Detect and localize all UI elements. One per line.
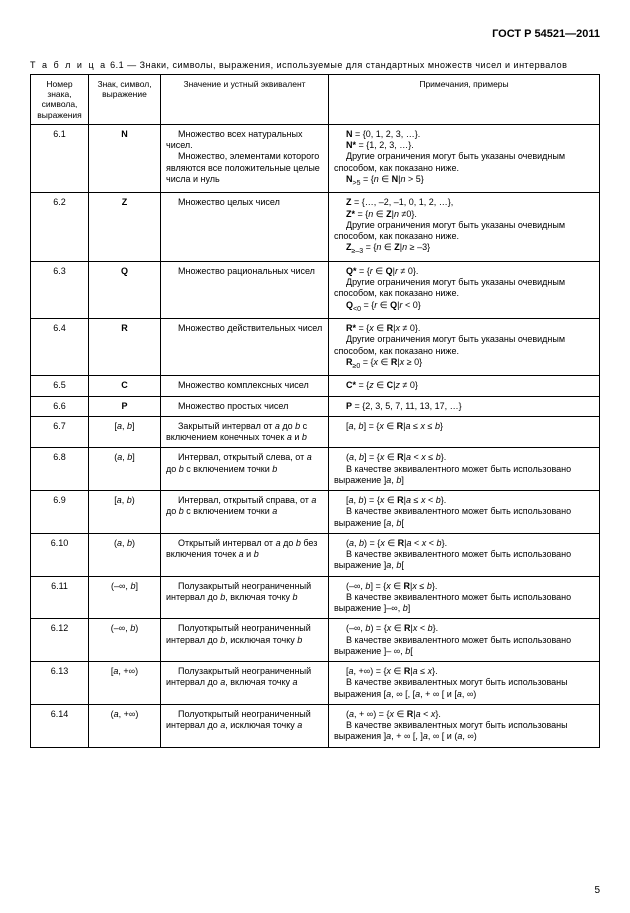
table-row: 6.6PМножество простых чиселP = {2, 3, 5,… <box>31 396 600 416</box>
col-header-num: Номер знака, символа, выражения <box>31 75 89 125</box>
table-row: 6.4RМножество действительных чиселR* = {… <box>31 319 600 376</box>
cell-num: 6.3 <box>31 261 89 318</box>
page-number: 5 <box>594 885 600 898</box>
cell-note: (a, + ∞) = {x ∈ R|a < x}.В качестве экви… <box>329 704 600 747</box>
cell-num: 6.5 <box>31 376 89 396</box>
cell-meaning: Множество комплексных чисел <box>161 376 329 396</box>
cell-num: 6.4 <box>31 319 89 376</box>
cell-meaning: Открытый интервал от a до b без включени… <box>161 533 329 576</box>
table-row: 6.7[a, b]Закрытый интервал от a до b с в… <box>31 416 600 448</box>
cell-meaning: Полуоткрытый неограниченный интервал до … <box>161 704 329 747</box>
cell-note: Q* = {r ∈ Q|r ≠ 0}.Другие ограничения мо… <box>329 261 600 318</box>
cell-note: R* = {x ∈ R|x ≠ 0}.Другие ограничения мо… <box>329 319 600 376</box>
table-row: 6.14(a, +∞)Полуоткрытый неограниченный и… <box>31 704 600 747</box>
cell-symbol: [a, b) <box>89 491 161 534</box>
cell-note: Z = {…, –2, –1, 0, 1, 2, …},Z* = {n ∈ Z|… <box>329 193 600 262</box>
cell-symbol: P <box>89 396 161 416</box>
cell-meaning: Полуоткрытый неограниченный интервал до … <box>161 619 329 662</box>
table-row: 6.13[a, +∞)Полузакрытый неограниченный и… <box>31 662 600 705</box>
table-row: 6.9[a, b)Интервал, открытый справа, от a… <box>31 491 600 534</box>
cell-num: 6.8 <box>31 448 89 491</box>
cell-meaning: Полузакрытый неограниченный интервал до … <box>161 576 329 619</box>
cell-note: N = {0, 1, 2, 3, …}.N* = {1, 2, 3, …}.Др… <box>329 124 600 193</box>
cell-meaning: Множество рациональных чисел <box>161 261 329 318</box>
cell-meaning: Интервал, открытый слева, от a до b с вк… <box>161 448 329 491</box>
document-page: ГОСТ Р 54521—2011 Т а б л и ц а 6.1 — Зн… <box>0 0 630 913</box>
caption-prefix: Т а б л и ц а <box>30 60 107 70</box>
table-row: 6.5CМножество комплексных чиселC* = {z ∈… <box>31 376 600 396</box>
cell-symbol: Q <box>89 261 161 318</box>
cell-num: 6.9 <box>31 491 89 534</box>
cell-note: (a, b] = {x ∈ R|a < x ≤ b}.В качестве эк… <box>329 448 600 491</box>
table-row: 6.8(a, b]Интервал, открытый слева, от a … <box>31 448 600 491</box>
col-header-sym: Знак, символ, выражение <box>89 75 161 125</box>
cell-note: C* = {z ∈ C|z ≠ 0} <box>329 376 600 396</box>
cell-num: 6.2 <box>31 193 89 262</box>
col-header-note: Примечания, примеры <box>329 75 600 125</box>
cell-meaning: Полузакрытый неограниченный интервал до … <box>161 662 329 705</box>
table-header: Номер знака, символа, выражения Знак, си… <box>31 75 600 125</box>
cell-num: 6.10 <box>31 533 89 576</box>
cell-symbol: N <box>89 124 161 193</box>
table-caption: Т а б л и ц а 6.1 — Знаки, символы, выра… <box>30 60 600 71</box>
cell-note: (a, b) = {x ∈ R|a < x < b}.В качестве эк… <box>329 533 600 576</box>
cell-meaning: Множество простых чисел <box>161 396 329 416</box>
caption-text: — Знаки, символы, выражения, используемы… <box>127 60 567 70</box>
cell-meaning: Интервал, открытый справа, от a до b с в… <box>161 491 329 534</box>
cell-meaning: Множество действительных чисел <box>161 319 329 376</box>
cell-symbol: [a, +∞) <box>89 662 161 705</box>
cell-symbol: (a, b) <box>89 533 161 576</box>
table-row: 6.12(–∞, b)Полуоткрытый неограниченный и… <box>31 619 600 662</box>
table-row: 6.1NМножество всех натуральных чисел.Мно… <box>31 124 600 193</box>
cell-note: (–∞, b) = {x ∈ R|x < b}.В качестве эквив… <box>329 619 600 662</box>
document-header: ГОСТ Р 54521—2011 <box>30 28 600 42</box>
cell-symbol: C <box>89 376 161 396</box>
cell-note: [a, b) = {x ∈ R|a ≤ x < b}.В качестве эк… <box>329 491 600 534</box>
cell-meaning: Закрытый интервал от a до b с включением… <box>161 416 329 448</box>
cell-symbol: (–∞, b) <box>89 619 161 662</box>
cell-meaning: Множество целых чисел <box>161 193 329 262</box>
table-row: 6.10(a, b)Открытый интервал от a до b бе… <box>31 533 600 576</box>
cell-symbol: [a, b] <box>89 416 161 448</box>
cell-note: P = {2, 3, 5, 7, 11, 13, 17, …} <box>329 396 600 416</box>
cell-num: 6.12 <box>31 619 89 662</box>
cell-symbol: (a, +∞) <box>89 704 161 747</box>
cell-num: 6.7 <box>31 416 89 448</box>
cell-note: [a, b] = {x ∈ R|a ≤ x ≤ b} <box>329 416 600 448</box>
cell-symbol: R <box>89 319 161 376</box>
cell-num: 6.14 <box>31 704 89 747</box>
caption-num: 6.1 <box>110 60 124 70</box>
cell-symbol: (a, b] <box>89 448 161 491</box>
cell-note: (–∞, b] = {x ∈ R|x ≤ b}.В качестве эквив… <box>329 576 600 619</box>
cell-num: 6.6 <box>31 396 89 416</box>
cell-symbol: Z <box>89 193 161 262</box>
cell-num: 6.13 <box>31 662 89 705</box>
table-body: 6.1NМножество всех натуральных чисел.Мно… <box>31 124 600 747</box>
table-row: 6.11(–∞, b]Полузакрытый неограниченный и… <box>31 576 600 619</box>
cell-meaning: Множество всех натуральных чисел.Множест… <box>161 124 329 193</box>
table-row: 6.2ZМножество целых чиселZ = {…, –2, –1,… <box>31 193 600 262</box>
cell-num: 6.1 <box>31 124 89 193</box>
standards-table: Номер знака, символа, выражения Знак, си… <box>30 74 600 748</box>
col-header-mean: Значение и устный эквивалент <box>161 75 329 125</box>
table-row: 6.3QМножество рациональных чиселQ* = {r … <box>31 261 600 318</box>
cell-symbol: (–∞, b] <box>89 576 161 619</box>
cell-num: 6.11 <box>31 576 89 619</box>
cell-note: [a, +∞) = {x ∈ R|a ≤ x}.В качестве эквив… <box>329 662 600 705</box>
